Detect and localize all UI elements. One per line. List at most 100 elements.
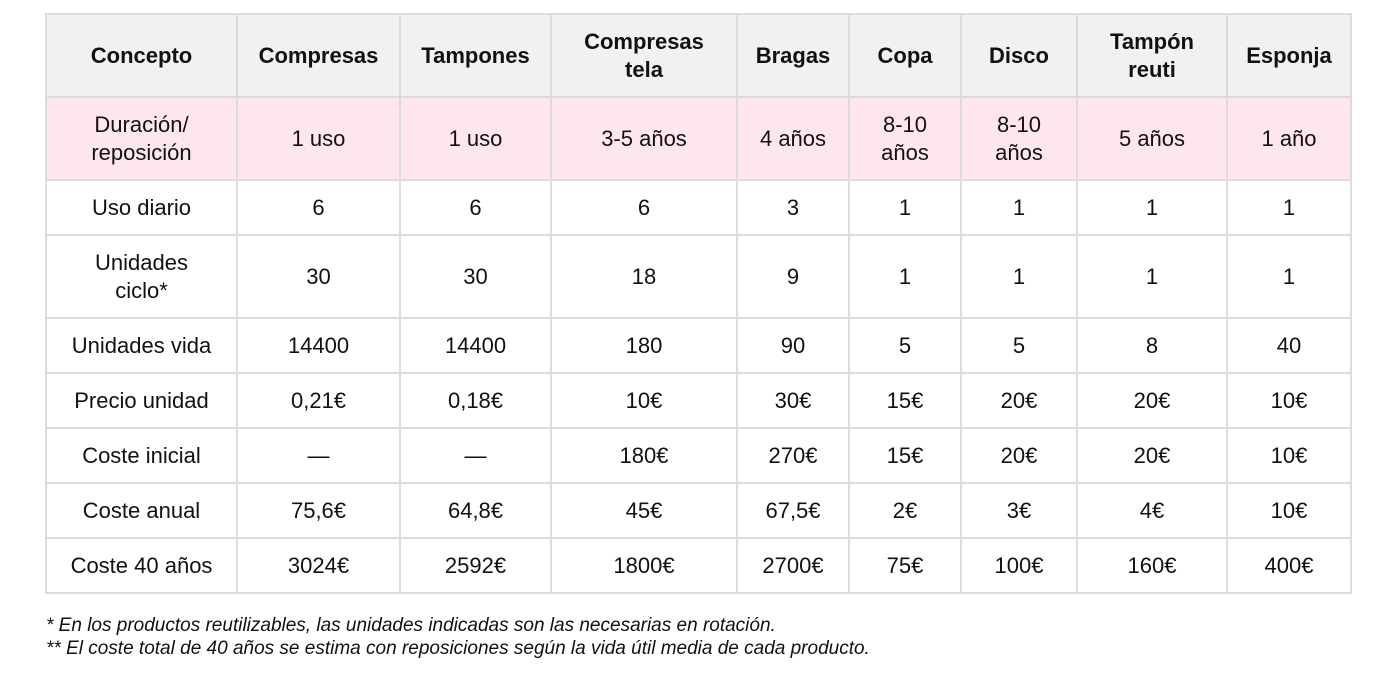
cell-text: 0,21€ xyxy=(290,387,347,413)
cell-text: 20€ xyxy=(1133,387,1171,413)
header-cell: Compresas tela xyxy=(550,13,738,98)
cell-text: 10€ xyxy=(1270,497,1308,523)
cell-text: Compresas tela xyxy=(584,28,704,82)
table-cell: 1 xyxy=(848,234,962,319)
cell-text: 3024€ xyxy=(287,552,350,578)
table-cell: 3024€ xyxy=(236,537,401,594)
row-label: Precio unidad xyxy=(45,372,238,429)
table-cell: 20€ xyxy=(960,372,1078,429)
table-cell: 0,18€ xyxy=(399,372,552,429)
cell-text: 30€ xyxy=(774,387,812,413)
cell-text: 20€ xyxy=(1000,387,1038,413)
table-cell: 160€ xyxy=(1076,537,1228,594)
header-cell: Concepto xyxy=(45,13,238,98)
table-cell: 3€ xyxy=(960,482,1078,539)
cell-text: Esponja xyxy=(1246,42,1332,68)
cell-text: 400€ xyxy=(1264,552,1314,578)
table-cell: 30 xyxy=(399,234,552,319)
cell-text: Concepto xyxy=(90,42,193,68)
cell-text: 64,8€ xyxy=(447,497,504,523)
table-cell: 6 xyxy=(399,179,552,236)
cell-text: 1 año xyxy=(1261,125,1317,151)
cell-text: 2€ xyxy=(892,497,918,523)
cell-text: Precio unidad xyxy=(74,387,209,413)
table-cell: 180€ xyxy=(550,427,738,484)
table-cell: 10€ xyxy=(550,372,738,429)
table-cell: 2€ xyxy=(848,482,962,539)
table-cell: 14400 xyxy=(236,317,401,374)
cell-text: 75,6€ xyxy=(290,497,347,523)
cell-text: 2592€ xyxy=(444,552,507,578)
table-row: Coste anual 75,6€ 64,8€ 45€ 67,5€ 2€ 3€ 4€ 10€ xyxy=(45,482,1352,539)
table-cell: 1800€ xyxy=(550,537,738,594)
cell-text: 45€ xyxy=(625,497,663,523)
cell-text: 1 xyxy=(1012,263,1026,289)
table-cell: 20€ xyxy=(1076,372,1228,429)
table-cell: 4€ xyxy=(1076,482,1228,539)
table-cell: 5 xyxy=(848,317,962,374)
table-cell: 67,5€ xyxy=(736,482,850,539)
cell-text: 5 xyxy=(898,332,912,358)
cell-text: Copa xyxy=(877,42,933,68)
cell-text: 1 xyxy=(898,263,912,289)
table-cell: 1 uso xyxy=(399,96,552,181)
table-cell: — xyxy=(399,427,552,484)
cell-text: 75€ xyxy=(886,552,924,578)
cell-text: 15€ xyxy=(886,387,924,413)
table-cell: 400€ xyxy=(1226,537,1352,594)
cell-text: 1 uso xyxy=(291,125,346,151)
cell-text: 3 xyxy=(786,194,800,220)
cell-text: 180 xyxy=(625,332,663,358)
header-cell: Esponja xyxy=(1226,13,1352,98)
cell-text: 30 xyxy=(463,263,488,289)
table-cell: 180 xyxy=(550,317,738,374)
cell-text: 1 xyxy=(898,194,912,220)
cell-text: Unidades vida xyxy=(71,332,212,358)
table-cell: 2700€ xyxy=(736,537,850,594)
header-cell: Tampón reuti xyxy=(1076,13,1228,98)
cell-text: 67,5€ xyxy=(765,497,821,523)
row-label: Coste 40 años xyxy=(45,537,238,594)
table-cell: 4 años xyxy=(736,96,850,181)
cell-text: 90 xyxy=(780,332,806,358)
table-cell: 64,8€ xyxy=(399,482,552,539)
table-cell: 9 xyxy=(736,234,850,319)
cell-text: 160€ xyxy=(1127,552,1177,578)
cell-text: 40 xyxy=(1276,332,1302,358)
cell-text: 9 xyxy=(786,263,800,289)
cell-text: 10€ xyxy=(1270,387,1308,413)
row-label: Coste anual xyxy=(45,482,238,539)
table-cell: 6 xyxy=(236,179,401,236)
cell-text: 15€ xyxy=(886,442,924,468)
table-cell: 5 años xyxy=(1076,96,1228,181)
row-label: Unidades vida xyxy=(45,317,238,374)
table-cell: 1 xyxy=(960,179,1078,236)
cell-text: — xyxy=(464,442,487,468)
table-cell: 30€ xyxy=(736,372,850,429)
table-header: Concepto Compresas Tampones Compresas tela B… xyxy=(45,13,1352,98)
cell-text: 5 años xyxy=(1118,125,1186,151)
cell-text: 14400 xyxy=(287,332,350,358)
table-cell: 10€ xyxy=(1226,372,1352,429)
cell-text: 20€ xyxy=(1133,442,1171,468)
header-row: Concepto Compresas Tampones Compresas tela B… xyxy=(45,13,1352,98)
table-cell: 14400 xyxy=(399,317,552,374)
cell-text: 10€ xyxy=(625,387,663,413)
table-row: Coste 40 años 3024€ 2592€ 1800€ 2700€ 75€ 100€… xyxy=(45,537,1352,594)
table-cell: 270€ xyxy=(736,427,850,484)
cell-text: 1800€ xyxy=(613,552,675,578)
cell-text: 100€ xyxy=(994,552,1044,578)
cell-text: 8-10 años xyxy=(995,111,1043,165)
header-cell: Compresas xyxy=(236,13,401,98)
table-cell: 10€ xyxy=(1226,482,1352,539)
row-label: Uso diario xyxy=(45,179,238,236)
header-cell: Bragas xyxy=(736,13,850,98)
cell-text: 30 xyxy=(306,263,331,289)
table-cell: 5 xyxy=(960,317,1078,374)
table-cell: 18 xyxy=(550,234,738,319)
table-cell: 90 xyxy=(736,317,850,374)
cell-text: Unidades ciclo* xyxy=(95,249,188,303)
table-cell: 15€ xyxy=(848,427,962,484)
cell-text: 4 años xyxy=(759,125,827,151)
